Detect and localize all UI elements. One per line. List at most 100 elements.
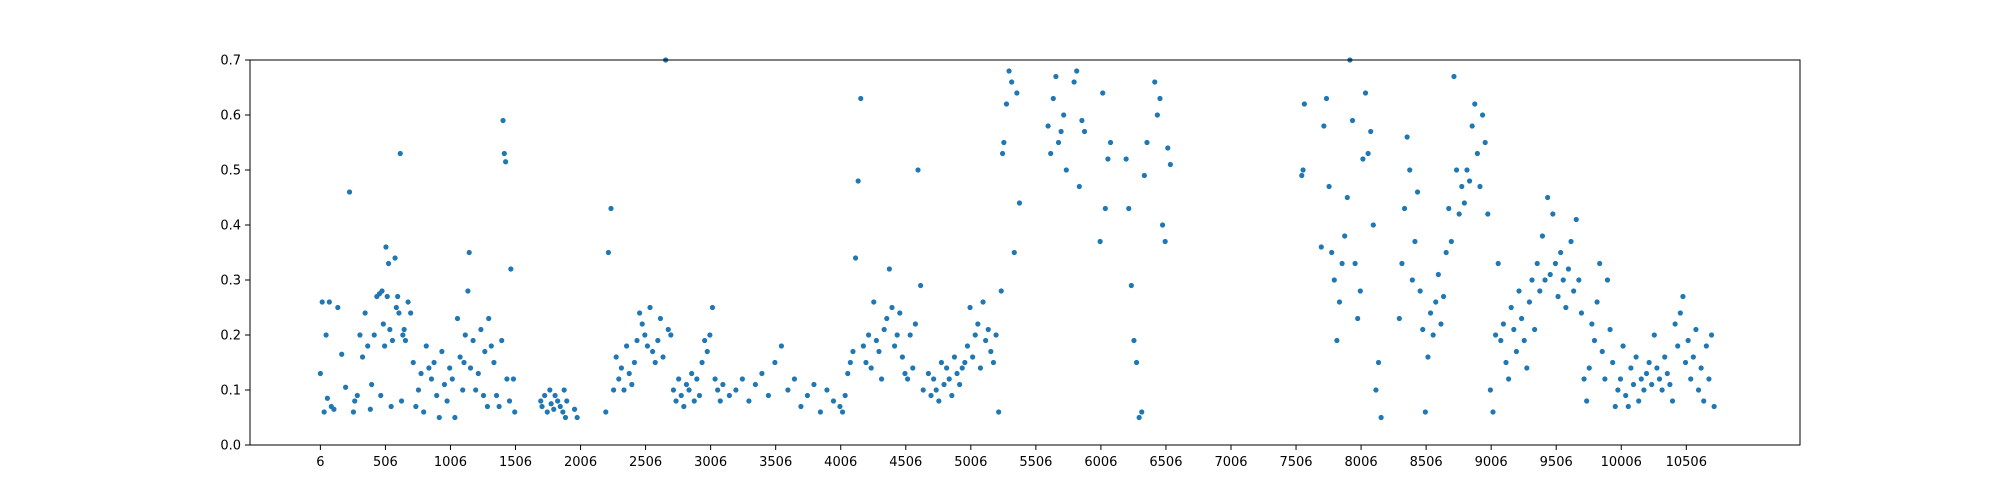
data-point [423, 343, 429, 349]
axes-frame [249, 59, 1801, 446]
data-point [421, 409, 427, 415]
data-point [1688, 376, 1694, 382]
x-tick-label: 4506 [889, 455, 922, 470]
data-point [1597, 260, 1603, 267]
data-point [1440, 293, 1447, 300]
data-point [1578, 310, 1585, 316]
data-point [1669, 398, 1676, 404]
data-point [460, 387, 466, 393]
data-point [639, 321, 645, 327]
data-point [712, 376, 718, 382]
data-point [650, 348, 656, 355]
data-point [689, 370, 695, 377]
data-point [660, 354, 666, 360]
data-point [873, 337, 879, 344]
data-point [1633, 354, 1639, 360]
data-point [1646, 359, 1652, 366]
data-point [1058, 128, 1064, 135]
data-point [1680, 293, 1686, 300]
data-point [791, 376, 798, 382]
data-point [886, 266, 892, 272]
data-point [912, 321, 919, 327]
data-point [461, 359, 467, 366]
data-point [1014, 90, 1020, 96]
data-point [365, 343, 371, 349]
data-point [415, 387, 422, 393]
data-point [470, 337, 476, 344]
data-point [1344, 194, 1350, 201]
data-point [624, 343, 630, 349]
data-point [637, 310, 643, 316]
data-point [1630, 381, 1637, 388]
data-point [408, 310, 414, 316]
data-point [936, 398, 942, 404]
data-point [1519, 315, 1525, 322]
y-tick-label: 0.7 [220, 54, 241, 69]
data-point [1107, 139, 1114, 146]
y-tick-label: 0.3 [220, 274, 241, 289]
x-tick-label: 5006 [954, 455, 987, 470]
data-point [354, 392, 360, 399]
data-point [1126, 205, 1132, 212]
data-point [616, 376, 622, 382]
data-point [720, 381, 726, 388]
data-point [850, 348, 856, 355]
data-point [752, 381, 758, 388]
data-point [1141, 172, 1147, 179]
data-point [331, 406, 337, 412]
data-point [496, 403, 502, 410]
data-point [1612, 403, 1618, 410]
data-point [1607, 326, 1613, 333]
x-tick-label: 6006 [1084, 455, 1117, 470]
y-tick-label: 0.5 [220, 164, 241, 179]
data-point [1422, 409, 1428, 415]
data-point [1636, 398, 1642, 404]
data-point [629, 381, 635, 388]
data-point [339, 351, 345, 357]
data-point [1524, 365, 1530, 371]
data-point [964, 343, 971, 349]
data-point [804, 392, 811, 399]
data-point [548, 401, 554, 407]
data-point [1003, 101, 1010, 107]
data-point [975, 321, 981, 327]
data-point [1495, 260, 1501, 267]
data-point [542, 392, 548, 399]
data-point [1133, 359, 1140, 366]
data-point [696, 392, 703, 399]
data-point [1081, 128, 1088, 135]
data-point [1667, 381, 1673, 388]
data-point [918, 282, 924, 289]
data-point [475, 370, 481, 377]
data-point [1641, 387, 1647, 393]
data-point [467, 365, 474, 371]
data-point [1165, 145, 1171, 151]
data-point [933, 387, 939, 393]
data-point [1167, 161, 1173, 168]
data-point [1677, 310, 1683, 316]
data-point [1571, 288, 1577, 294]
data-point [1711, 403, 1717, 410]
data-point [551, 406, 557, 412]
data-point [683, 381, 690, 388]
data-point [1675, 343, 1681, 349]
data-point [388, 403, 394, 410]
data-point [1594, 299, 1600, 305]
data-point [726, 392, 732, 399]
data-point [655, 337, 661, 344]
data-point [1378, 414, 1384, 421]
data-point [434, 392, 440, 399]
data-point [1301, 101, 1307, 107]
data-point [473, 387, 479, 393]
data-point [1589, 321, 1595, 327]
data-point [996, 409, 1002, 415]
data-point [1552, 260, 1559, 267]
data-point [384, 293, 390, 300]
data-point [398, 398, 405, 404]
data-point [642, 332, 648, 338]
data-point [400, 332, 406, 338]
data-point [910, 365, 916, 371]
x-tick-label: 10506 [1666, 455, 1707, 470]
data-point [920, 387, 926, 393]
data-point [652, 359, 658, 366]
